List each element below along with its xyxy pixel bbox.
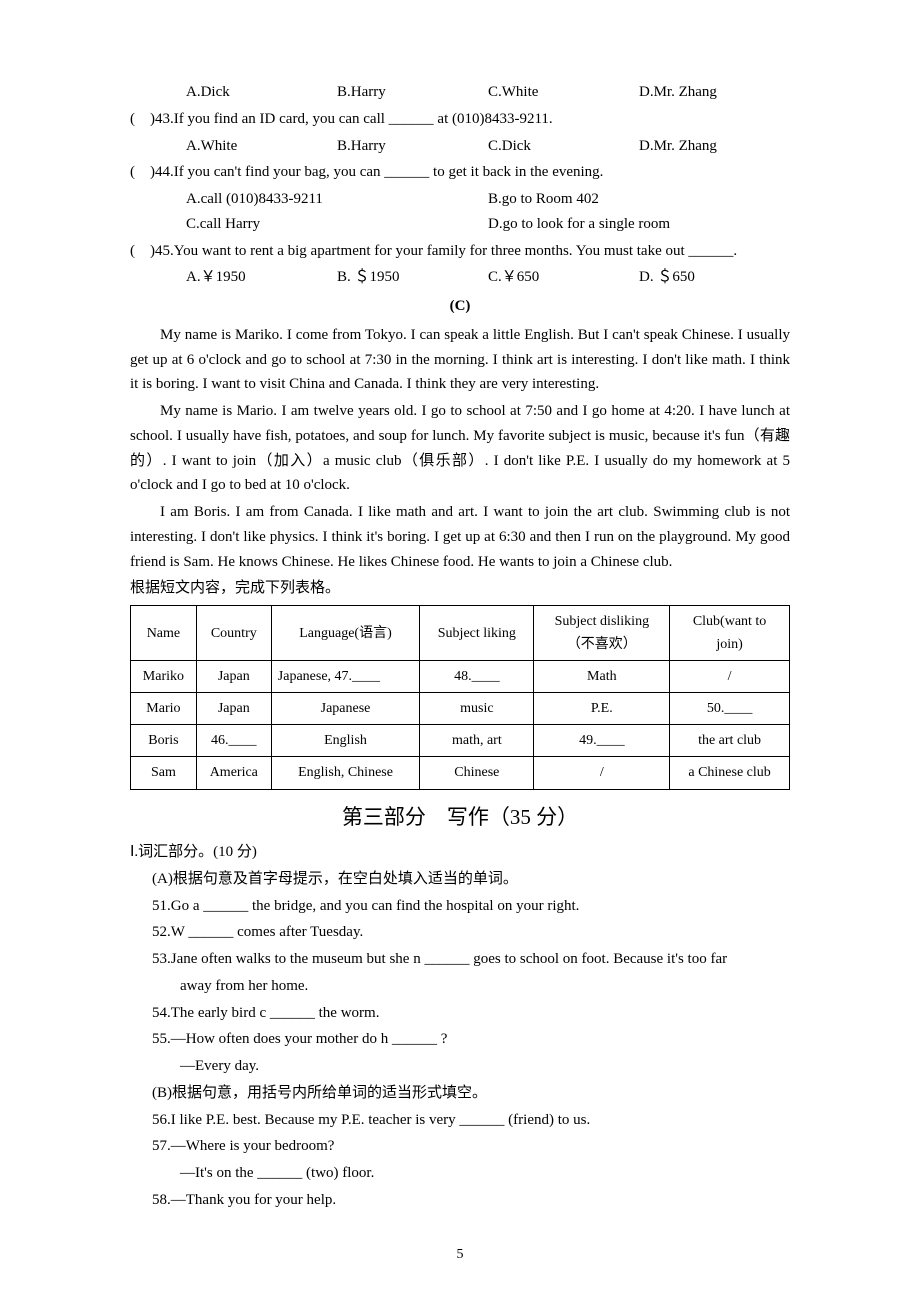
th-like: Subject liking — [420, 606, 534, 661]
th-club-l2: join) — [716, 637, 742, 652]
cell: Sam — [131, 757, 197, 789]
cell: 50.____ — [670, 693, 790, 725]
cell: 49.____ — [534, 725, 670, 757]
q43-opt-a: A.White — [186, 134, 337, 159]
th-country: Country — [196, 606, 271, 661]
vocab-heading: Ⅰ.词汇部分。(10 分) — [130, 840, 790, 865]
q42-opt-c: C.White — [488, 80, 639, 105]
cell: Japan — [196, 693, 271, 725]
q57-answer: —It's on the ______ (two) floor. — [130, 1161, 790, 1186]
instruction-a: (A)根据句意及首字母提示，在空白处填入适当的单词。 — [130, 867, 790, 892]
q43-options: A.White B.Harry C.Dick D.Mr. Zhang — [130, 134, 790, 159]
q45-options: A.￥1950 B. ＄1950 C.￥650 D. ＄650 — [130, 265, 790, 290]
q44-opt-a: A.call (010)8433-9211 — [186, 187, 488, 212]
cell: P.E. — [534, 693, 670, 725]
q42-options: A.Dick B.Harry C.White D.Mr. Zhang — [130, 80, 790, 105]
q52: 52.W ______ comes after Tuesday. — [130, 920, 790, 945]
q44-stem: )44.If you can't find your bag, you can … — [150, 160, 790, 185]
q58: 58.—Thank you for your help. — [130, 1188, 790, 1213]
cell: English, Chinese — [271, 757, 419, 789]
page-number: 5 — [130, 1243, 790, 1266]
table-intro: 根据短文内容，完成下列表格。 — [130, 576, 790, 601]
q44-paren: ( — [130, 160, 150, 185]
q51: 51.Go a ______ the bridge, and you can f… — [130, 894, 790, 919]
cell: / — [670, 661, 790, 693]
q45-opt-c: C.￥650 — [488, 265, 639, 290]
q43-opt-c: C.Dick — [488, 134, 639, 159]
cell: 46.____ — [196, 725, 271, 757]
q42-opt-b: B.Harry — [337, 80, 488, 105]
th-club: Club(want to join) — [670, 606, 790, 661]
cell: Mariko — [131, 661, 197, 693]
q43-stem: )43.If you find an ID card, you can call… — [150, 107, 790, 132]
q44-opt-b: B.go to Room 402 — [488, 187, 790, 212]
cell: Boris — [131, 725, 197, 757]
q55-answer: —Every day. — [130, 1054, 790, 1079]
q57: 57.—Where is your bedroom? — [130, 1134, 790, 1159]
table-row: Mariko Japan Japanese, 47.____ 48.____ M… — [131, 661, 790, 693]
cell: Japanese, 47.____ — [271, 661, 419, 693]
part3-title: 第三部分 写作（35 分） — [130, 800, 790, 835]
cell: math, art — [420, 725, 534, 757]
passage-p3: I am Boris. I am from Canada. I like mat… — [130, 500, 790, 574]
cell: music — [420, 693, 534, 725]
passage-p2: My name is Mario. I am twelve years old.… — [130, 399, 790, 498]
instruction-b: (B)根据句意，用括号内所给单词的适当形式填空。 — [130, 1081, 790, 1106]
q45-stem: )45.You want to rent a big apartment for… — [150, 239, 790, 264]
q42-opt-d: D.Mr. Zhang — [639, 80, 790, 105]
q44-options: A.call (010)8433-9211 B.go to Room 402 C… — [130, 187, 790, 237]
passage-p1: My name is Mariko. I come from Tokyo. I … — [130, 323, 790, 397]
cell: / — [534, 757, 670, 789]
table-header-row: Name Country Language(语言) Subject liking… — [131, 606, 790, 661]
q53: 53.Jane often walks to the museum but sh… — [130, 947, 790, 972]
cell: English — [271, 725, 419, 757]
th-language: Language(语言) — [271, 606, 419, 661]
table-row: Sam America English, Chinese Chinese / a… — [131, 757, 790, 789]
cell: Math — [534, 661, 670, 693]
q45-opt-d: D. ＄650 — [639, 265, 790, 290]
q44-opt-c: C.call Harry — [186, 212, 488, 237]
q54: 54.The early bird c ______ the worm. — [130, 1001, 790, 1026]
q45-opt-a: A.￥1950 — [186, 265, 337, 290]
cell: Japanese — [271, 693, 419, 725]
q55: 55.—How often does your mother do h ____… — [130, 1027, 790, 1052]
q45: ( )45.You want to rent a big apartment f… — [130, 239, 790, 264]
table-row: Boris 46.____ English math, art 49.____ … — [131, 725, 790, 757]
table-row: Mario Japan Japanese music P.E. 50.____ — [131, 693, 790, 725]
th-dislike-l2: （不喜欢） — [567, 637, 637, 652]
cell: Chinese — [420, 757, 534, 789]
cell: Japan — [196, 661, 271, 693]
info-table: Name Country Language(语言) Subject liking… — [130, 605, 790, 790]
section-c-label: (C) — [130, 294, 790, 319]
th-dislike: Subject disliking （不喜欢） — [534, 606, 670, 661]
th-club-l1: Club(want to — [693, 614, 767, 629]
q44: ( )44.If you can't find your bag, you ca… — [130, 160, 790, 185]
q44-opt-d: D.go to look for a single room — [488, 212, 790, 237]
cell: the art club — [670, 725, 790, 757]
q43: ( )43.If you find an ID card, you can ca… — [130, 107, 790, 132]
cell: America — [196, 757, 271, 789]
cell: 48.____ — [420, 661, 534, 693]
q43-paren: ( — [130, 107, 150, 132]
q53-cont: away from her home. — [130, 974, 790, 999]
q45-paren: ( — [130, 239, 150, 264]
q42-opt-a: A.Dick — [186, 80, 337, 105]
th-dislike-l1: Subject disliking — [555, 614, 650, 629]
q45-opt-b: B. ＄1950 — [337, 265, 488, 290]
cell: Mario — [131, 693, 197, 725]
q43-opt-d: D.Mr. Zhang — [639, 134, 790, 159]
q56: 56.I like P.E. best. Because my P.E. tea… — [130, 1108, 790, 1133]
th-name: Name — [131, 606, 197, 661]
cell: a Chinese club — [670, 757, 790, 789]
q43-opt-b: B.Harry — [337, 134, 488, 159]
